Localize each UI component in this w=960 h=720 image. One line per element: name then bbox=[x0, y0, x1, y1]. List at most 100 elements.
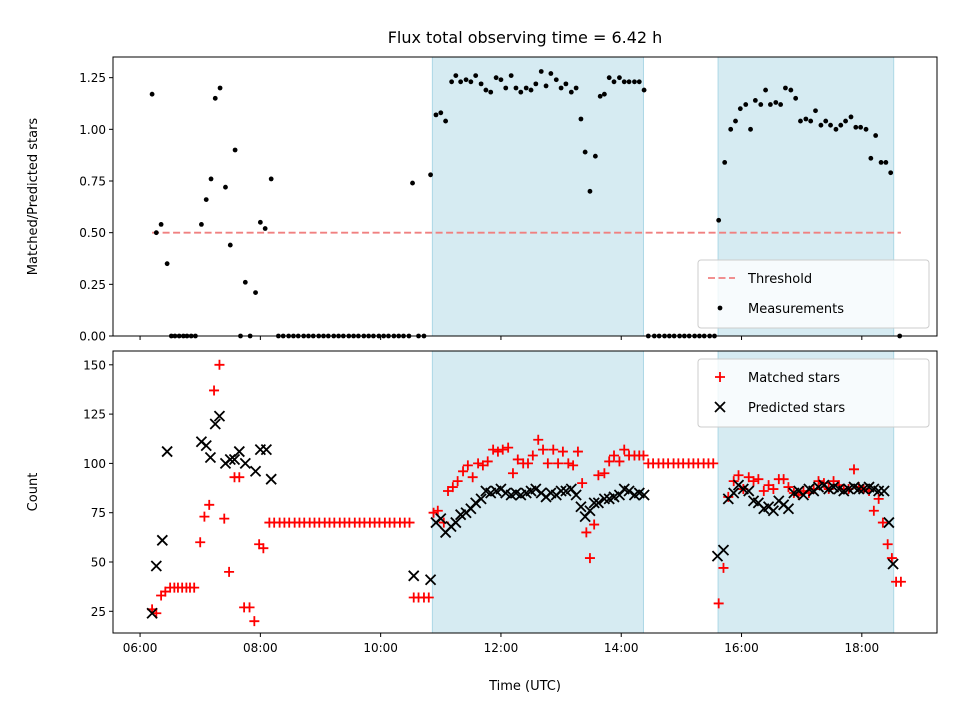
data-point bbox=[265, 473, 277, 485]
data-point bbox=[557, 446, 568, 457]
data-point bbox=[488, 89, 494, 95]
data-point bbox=[156, 534, 168, 546]
data-point bbox=[146, 607, 158, 619]
y-tick-label: 25 bbox=[91, 605, 106, 619]
series-matched-stars bbox=[147, 359, 906, 627]
data-point bbox=[239, 457, 251, 470]
data-point bbox=[199, 222, 204, 227]
data-point bbox=[733, 470, 744, 481]
data-point bbox=[895, 576, 906, 587]
data-point bbox=[242, 279, 248, 285]
data-point bbox=[592, 153, 598, 159]
data-point bbox=[458, 466, 469, 477]
data-point bbox=[843, 118, 848, 124]
y-tick-label: 100 bbox=[83, 457, 106, 471]
data-point bbox=[428, 172, 433, 178]
data-point bbox=[783, 85, 788, 91]
axes-frame bbox=[112, 350, 938, 634]
data-point bbox=[838, 122, 844, 128]
data-point bbox=[450, 516, 462, 529]
data-point bbox=[584, 553, 595, 564]
data-point bbox=[249, 616, 260, 627]
data-point bbox=[533, 81, 539, 87]
data-point bbox=[778, 474, 789, 485]
data-point bbox=[813, 108, 818, 114]
data-point bbox=[582, 149, 588, 155]
data-point bbox=[748, 476, 759, 487]
data-point bbox=[853, 483, 865, 495]
y-tick-label: 125 bbox=[83, 408, 106, 422]
data-point bbox=[164, 261, 170, 267]
data-point bbox=[208, 176, 214, 182]
data-point bbox=[833, 126, 839, 132]
legend-x-swatch bbox=[714, 401, 726, 413]
axes-frame bbox=[112, 56, 938, 337]
data-point bbox=[823, 118, 829, 124]
data-point bbox=[641, 87, 647, 93]
data-point bbox=[793, 95, 799, 101]
x-tick-label: 16:00 bbox=[724, 641, 759, 655]
data-point bbox=[788, 87, 794, 93]
data-point bbox=[508, 73, 514, 78]
data-point bbox=[886, 553, 897, 564]
data-point bbox=[619, 444, 630, 455]
y-tick-label: 50 bbox=[91, 556, 106, 570]
data-point bbox=[713, 598, 724, 609]
data-point bbox=[853, 124, 859, 130]
data-point bbox=[558, 85, 564, 91]
y-tick-label: 0.75 bbox=[79, 175, 106, 189]
data-point bbox=[638, 489, 650, 501]
data-point bbox=[258, 543, 269, 554]
data-point bbox=[581, 527, 592, 538]
data-point bbox=[722, 160, 728, 165]
data-point bbox=[497, 444, 508, 455]
x-tick-label: 12:00 bbox=[484, 641, 519, 655]
data-point bbox=[467, 472, 478, 483]
data-point bbox=[518, 89, 524, 95]
data-point bbox=[758, 486, 769, 497]
data-point bbox=[503, 442, 514, 453]
data-point bbox=[743, 102, 749, 107]
legend-dot-swatch bbox=[717, 305, 723, 311]
data-point bbox=[449, 79, 455, 85]
data-point bbox=[410, 180, 415, 186]
x-tick-label: 18:00 bbox=[845, 641, 880, 655]
data-point bbox=[443, 118, 449, 124]
data-point bbox=[204, 499, 215, 510]
data-point bbox=[199, 511, 210, 522]
top-panel: 0.00 0.25 0.50 0.75 1.00 1.25 Matched/Predicte… bbox=[26, 56, 938, 344]
data-point bbox=[573, 85, 579, 91]
data-point bbox=[768, 484, 779, 495]
data-point bbox=[482, 456, 493, 467]
data-point bbox=[493, 75, 499, 81]
data-point bbox=[478, 81, 484, 87]
data-point bbox=[453, 73, 459, 78]
observing-window-band bbox=[431, 56, 644, 337]
data-point bbox=[803, 116, 809, 122]
y-tick-label: 0.00 bbox=[79, 330, 106, 344]
data-point bbox=[604, 456, 615, 467]
data-point bbox=[553, 77, 559, 83]
data-point bbox=[718, 562, 729, 573]
data-point bbox=[636, 79, 642, 85]
data-point bbox=[767, 505, 780, 517]
data-point bbox=[611, 79, 617, 85]
series-predicted-stars bbox=[146, 410, 899, 619]
data-point bbox=[257, 219, 263, 225]
data-point bbox=[601, 91, 607, 97]
data-point bbox=[423, 592, 434, 603]
legend-label: Matched stars bbox=[748, 371, 840, 386]
data-point bbox=[512, 454, 523, 465]
data-point bbox=[227, 242, 233, 248]
data-point bbox=[435, 512, 447, 525]
data-point bbox=[538, 69, 544, 74]
data-point bbox=[882, 539, 893, 550]
data-point bbox=[626, 79, 632, 85]
legend-label: Threshold bbox=[747, 272, 812, 287]
x-tick-label: 10:00 bbox=[363, 641, 398, 655]
data-point bbox=[153, 230, 159, 236]
data-point bbox=[149, 91, 155, 97]
data-point bbox=[883, 516, 895, 529]
legend-label: Measurements bbox=[748, 302, 844, 317]
